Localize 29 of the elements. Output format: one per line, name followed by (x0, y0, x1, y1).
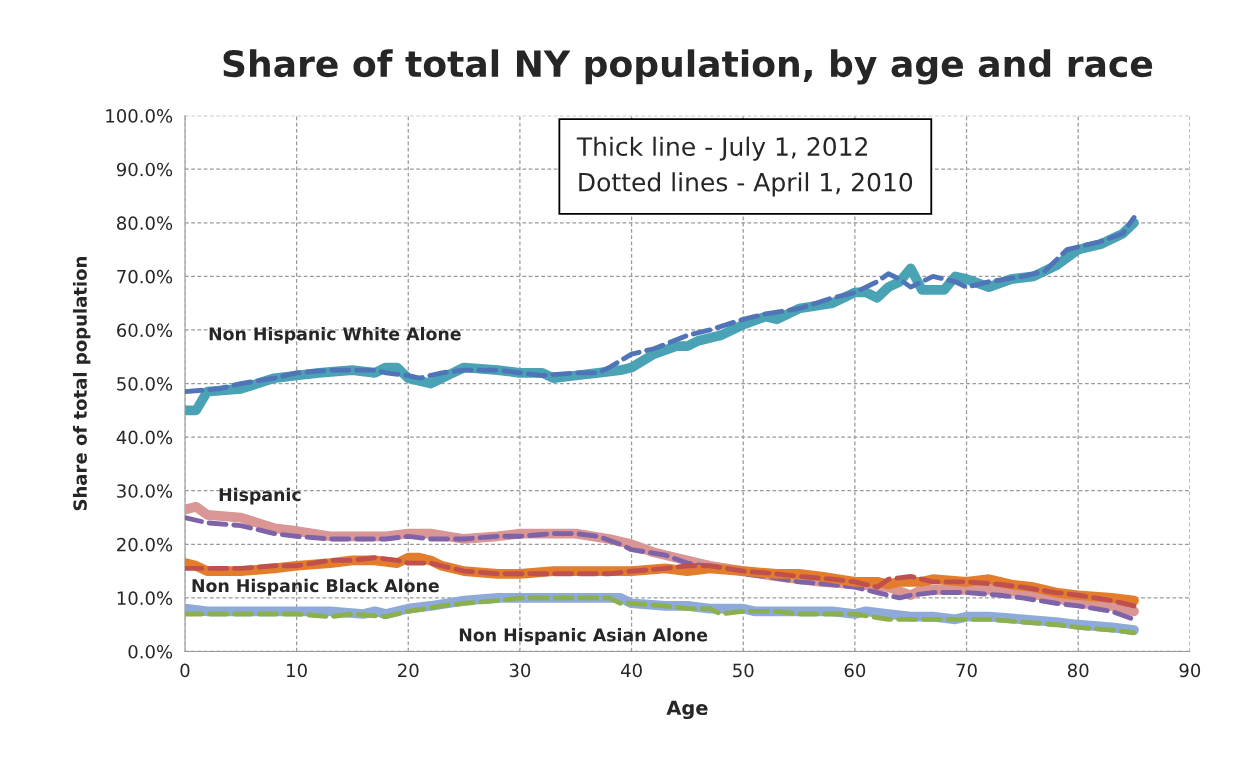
y-tick-label: 30.0% (117, 484, 173, 498)
x-tick-label: 0 (180, 663, 190, 678)
series-label: Hispanic (219, 487, 301, 505)
y-tick-label: 20.0% (117, 537, 173, 552)
annotation: Thick line - July 1, 2012 Dotted lines - April 1, 2010 (576, 136, 913, 197)
y-tick-label: 60.0% (117, 323, 173, 338)
y-tick-label: 10.0% (117, 591, 173, 606)
y-tick-label: 70.0% (117, 269, 173, 284)
series-label: Non Hispanic White Alone (209, 326, 461, 344)
x-axis-title: Age (666, 700, 708, 720)
y-tick-label: 50.0% (117, 377, 173, 391)
series-label: Non Hispanic Black Alone (192, 578, 439, 596)
x-tick-label: 10 (287, 663, 307, 678)
y-tick-label: 0.0% (128, 644, 173, 659)
x-tick-label: 20 (398, 663, 419, 678)
chart-title: Share of total NY population, by age and race (223, 49, 1153, 85)
series-label: Non Hispanic Asian Alone (459, 628, 708, 645)
y-tick-label: 90.0% (116, 162, 173, 177)
x-tick-label: 80 (1067, 663, 1089, 678)
x-tick-label: 50 (733, 663, 754, 678)
y-axis-title: Share of total population (72, 257, 91, 511)
y-tick-label: 80.0% (117, 216, 173, 230)
x-tick-label: 90 (1179, 663, 1201, 678)
x-tick-label: 70 (956, 663, 977, 678)
x-tick-label: 60 (844, 663, 866, 678)
x-tick-label: 40 (620, 663, 642, 678)
x-tick-label: 30 (509, 663, 531, 678)
y-tick-label: 40.0% (116, 430, 173, 445)
y-tick-label: 100.0% (106, 109, 173, 123)
